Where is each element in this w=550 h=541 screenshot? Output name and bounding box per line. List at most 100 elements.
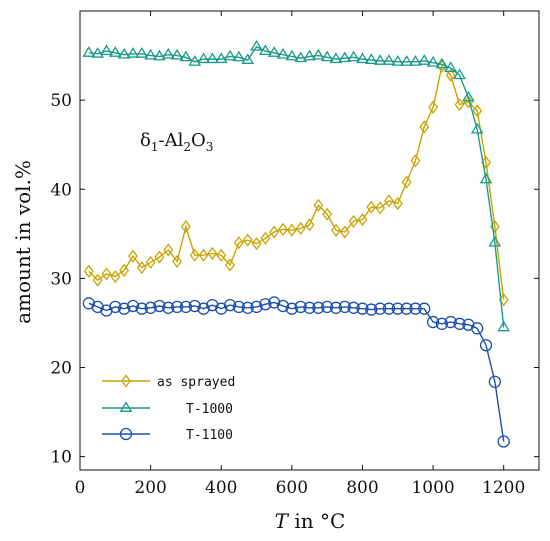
data-point: [223, 298, 237, 312]
series-line-t-1000: [88, 45, 505, 328]
y-tick-label: 30: [50, 269, 72, 289]
data-point: [285, 49, 299, 61]
data-point: [170, 48, 184, 60]
data-point: [488, 235, 502, 247]
series-line-t-1100: [88, 301, 505, 442]
data-point: [347, 301, 360, 314]
series-line-as-sprayed: [88, 64, 505, 300]
data-point: [365, 303, 378, 316]
tick-labels: 0 200 400 600 800 1000 1200 10 20 30 40 50: [50, 91, 525, 498]
data-point: [313, 198, 324, 212]
data-point: [373, 54, 387, 65]
data-point: [92, 273, 103, 287]
series-layer: [82, 39, 511, 448]
data-point: [444, 61, 458, 72]
data-point: [82, 46, 96, 57]
data-point: [250, 300, 263, 314]
series-as-sprayed: [83, 59, 509, 307]
data-point: [179, 50, 193, 62]
legend-entry-as-sprayed: as sprayed: [102, 374, 235, 390]
data-point: [384, 194, 394, 208]
data-point: [135, 302, 148, 315]
x-tick-label: 1200: [482, 478, 525, 498]
data-point: [267, 46, 281, 57]
data-point: [331, 223, 341, 237]
data-point: [401, 175, 412, 189]
data-point: [232, 300, 246, 314]
data-point: [426, 315, 440, 329]
data-point: [454, 97, 465, 112]
legend-entry-t-1000: T-1000: [102, 401, 233, 417]
data-point: [409, 302, 422, 315]
x-tick-label: 0: [75, 478, 86, 498]
data-point: [136, 261, 147, 275]
data-point: [497, 320, 511, 332]
data-point: [153, 299, 166, 313]
data-point: [258, 44, 272, 56]
legend-label: as sprayed: [157, 375, 235, 390]
x-tick-label: 200: [134, 478, 166, 498]
data-point: [180, 220, 191, 234]
data-point: [303, 49, 316, 61]
data-point: [435, 57, 449, 69]
series-t-1100: [82, 296, 510, 448]
data-point: [320, 50, 334, 62]
data-point: [329, 301, 343, 314]
data-point: [303, 301, 316, 314]
data-point: [214, 52, 228, 64]
data-point: [471, 322, 484, 335]
data-point: [285, 302, 298, 315]
data-point: [91, 47, 105, 58]
legend-entry-t-1100: T-1100: [102, 427, 233, 443]
data-point: [409, 55, 422, 66]
data-point: [357, 212, 368, 227]
x-tick-label: 600: [276, 478, 308, 498]
data-point: [179, 300, 193, 314]
data-point: [241, 301, 254, 314]
data-point: [119, 263, 130, 277]
legend-marker: [121, 374, 131, 388]
data-point: [453, 68, 466, 80]
data-point: [225, 258, 235, 272]
data-point: [391, 302, 404, 315]
data-point: [162, 301, 175, 314]
data-point: [311, 48, 325, 60]
data-point: [304, 218, 315, 232]
data-point: [322, 207, 333, 221]
data-point: [161, 47, 175, 59]
data-point: [276, 299, 290, 313]
data-point: [382, 54, 396, 65]
legend-label: T-1100: [186, 428, 233, 443]
data-point: [170, 300, 184, 314]
data-point: [241, 53, 255, 64]
data-point: [250, 39, 263, 51]
data-point: [117, 47, 131, 59]
data-point: [419, 120, 430, 134]
data-point: [294, 300, 307, 314]
legend-label: T-1000: [186, 402, 233, 417]
data-point: [453, 317, 466, 330]
data-point: [276, 47, 290, 59]
y-tick-label: 50: [50, 91, 72, 111]
data-point: [100, 44, 113, 56]
data-point: [410, 154, 421, 168]
x-tick-label: 800: [346, 478, 378, 498]
data-point: [259, 298, 272, 311]
data-point: [470, 122, 484, 134]
data-point: [216, 248, 227, 262]
series-t-1000: [82, 39, 511, 332]
data-point: [278, 222, 288, 236]
data-point: [135, 47, 149, 58]
data-point: [188, 55, 202, 66]
data-point: [428, 100, 439, 114]
data-point: [366, 200, 377, 214]
legend-marker: [119, 427, 133, 441]
data-point: [472, 104, 483, 118]
data-point: [128, 249, 138, 263]
data-point: [172, 254, 183, 269]
data-point: [400, 302, 413, 315]
data-point: [144, 48, 157, 60]
data-point: [364, 53, 378, 64]
plot-area-frame: [79, 10, 540, 471]
